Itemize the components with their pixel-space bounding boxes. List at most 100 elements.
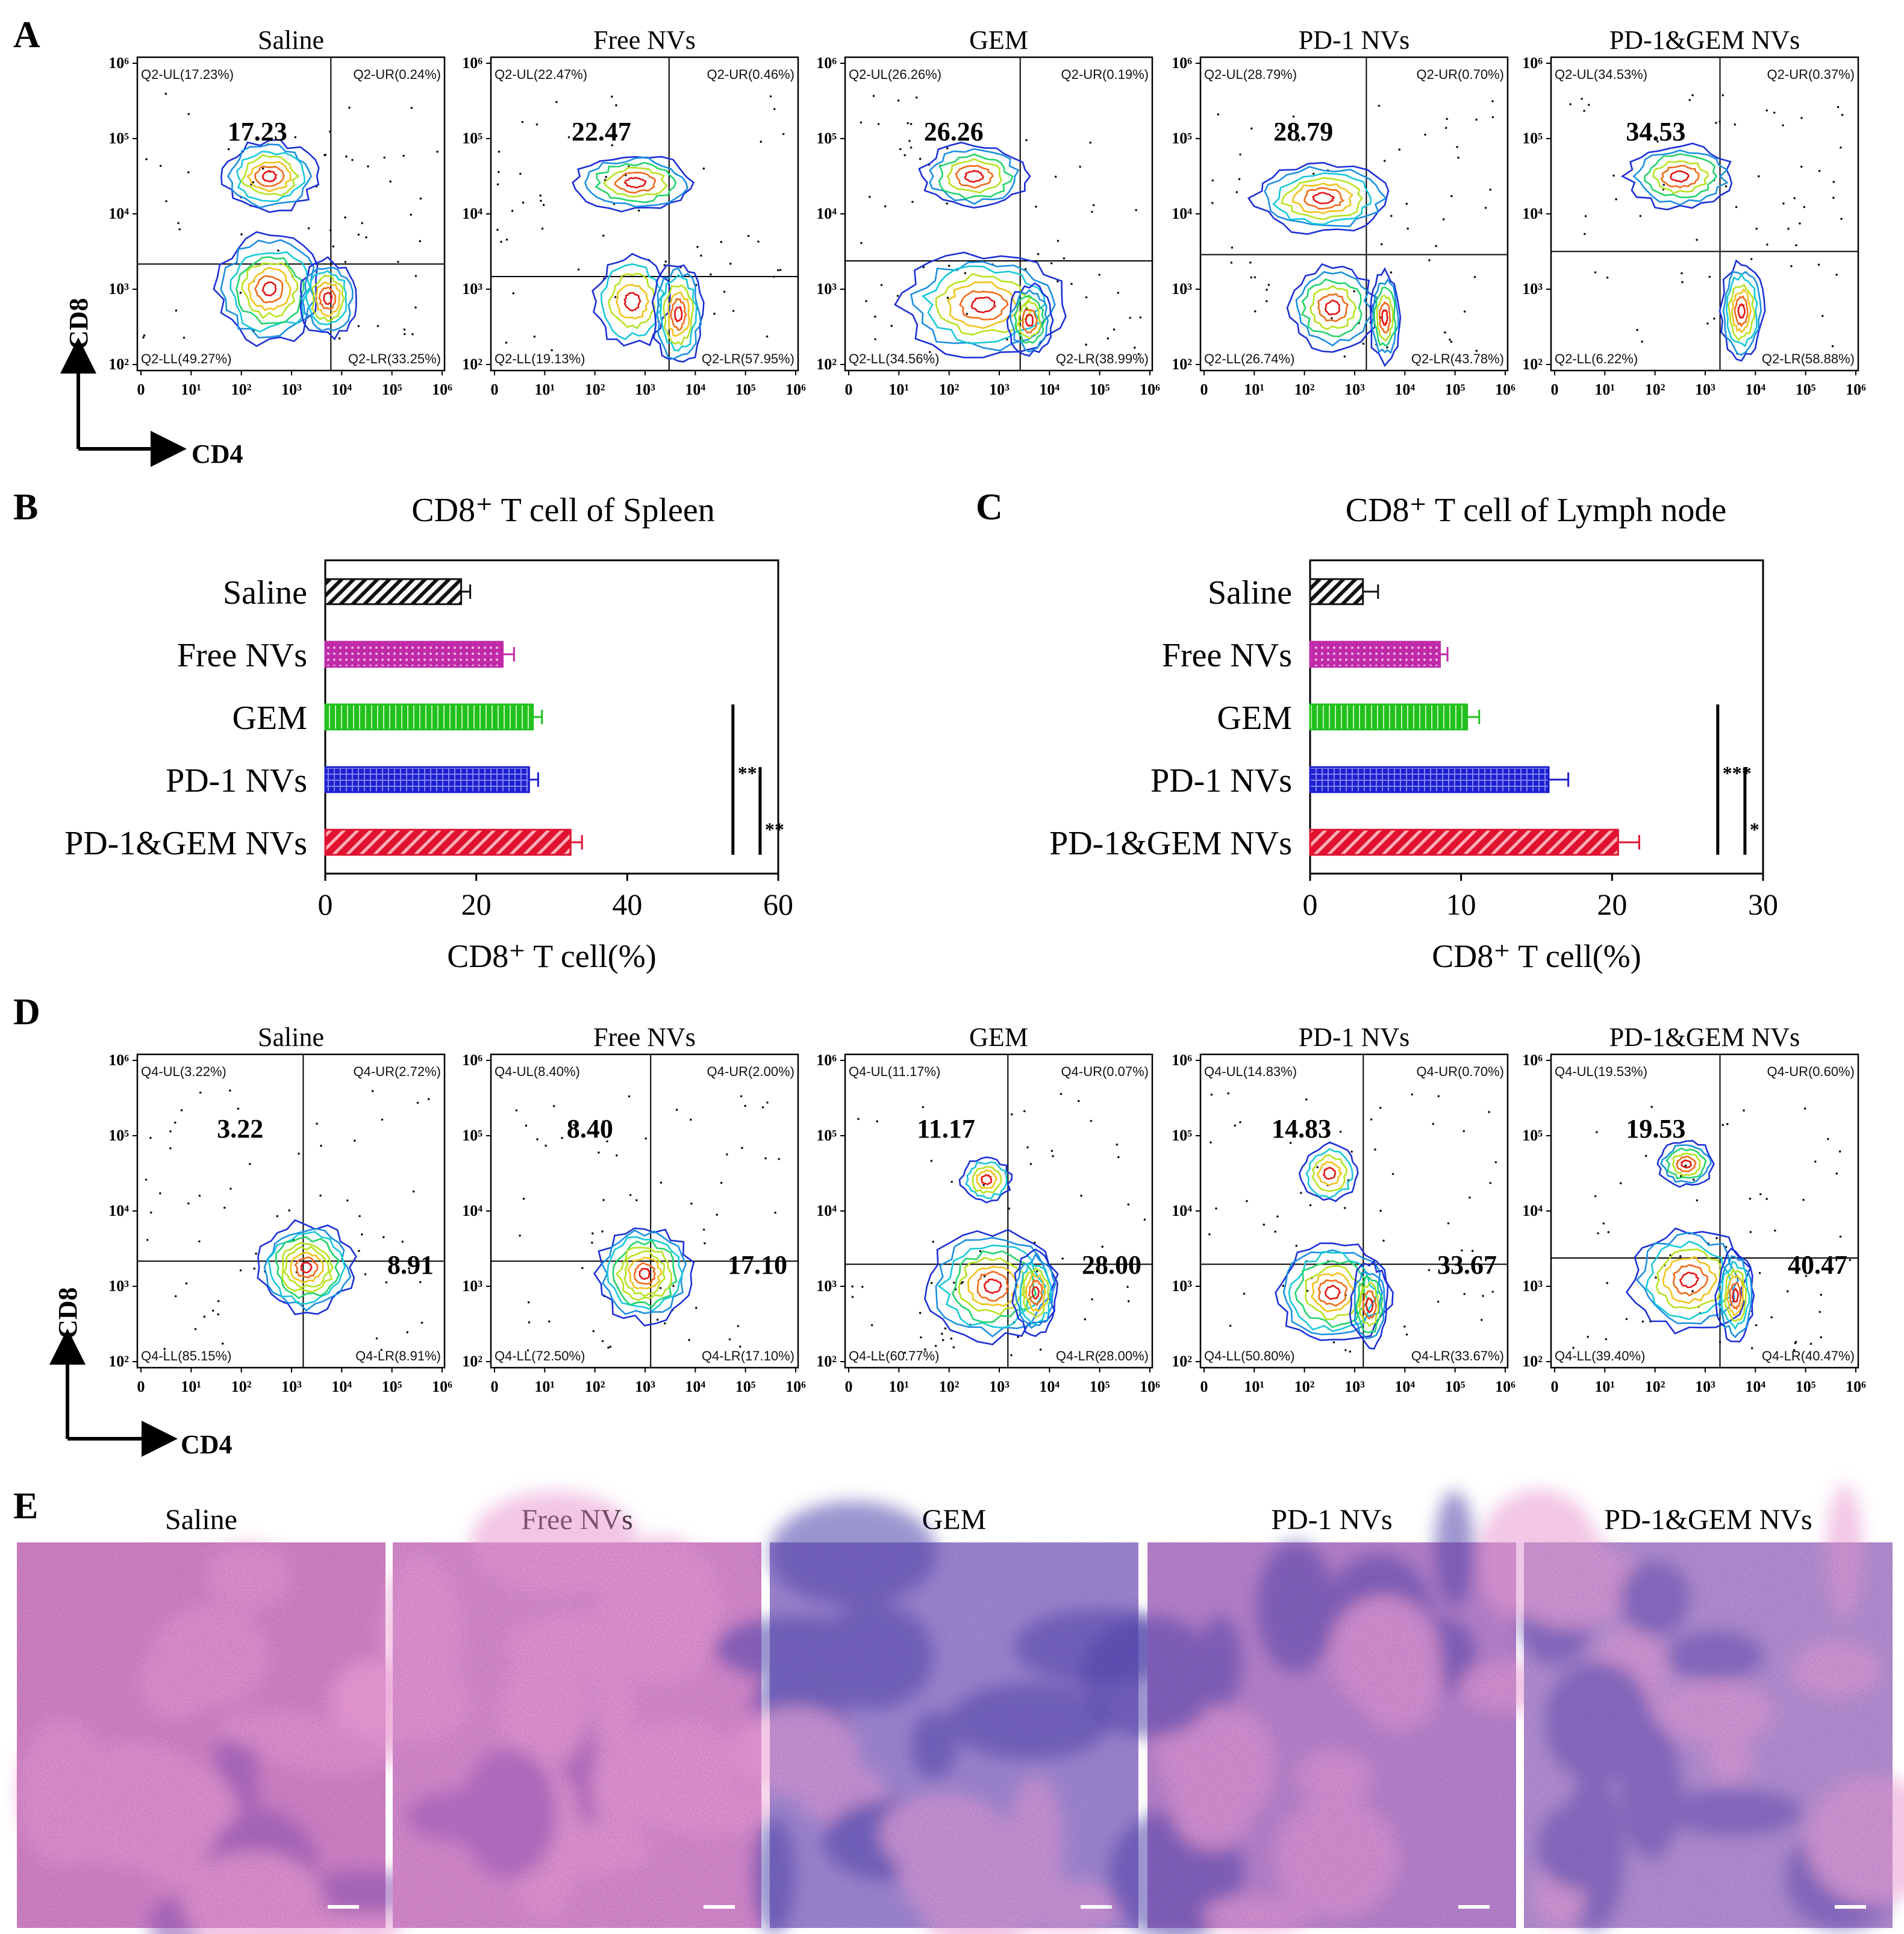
flow_lymph-event-dot (1349, 1350, 1352, 1353)
flow_spleen-contour (1300, 278, 1362, 337)
flow_lymph-event-dot (198, 1194, 201, 1197)
flow_spleen-event-dot (1569, 103, 1572, 105)
flow_spleen-y-tick-label: 10⁶ (462, 54, 482, 72)
flow_lymph-contour (1322, 1166, 1337, 1180)
flow_lymph-event-dot (519, 1235, 521, 1237)
flow_lymph-event-dot (1494, 1161, 1497, 1163)
flow_lymph-contour (1732, 1287, 1740, 1303)
flow_lymph-event-dot (616, 1154, 618, 1157)
flow_lymph-event-dot (930, 1160, 933, 1162)
flow_lymph-event-dot (194, 1328, 197, 1330)
flow_spleen-event-dot (1085, 343, 1087, 346)
flow_lymph-y-tick-label: 10³ (1172, 1277, 1192, 1295)
flow_spleen-event-dot (1139, 316, 1142, 319)
flow_lymph-event-dot (778, 1157, 780, 1160)
scale-bar (1835, 1905, 1866, 1909)
flow_spleen-event-dot (1117, 292, 1120, 294)
flow_spleen-contour (261, 281, 277, 296)
flow_lymph-event-dot (635, 1199, 638, 1201)
flow_lymph-event-dot (1305, 1098, 1308, 1101)
flow_spleen-event-dot (361, 222, 363, 225)
flow_spleen-contour (220, 239, 316, 339)
flow_lymph-event-dot (952, 1346, 955, 1348)
flow_spleen-event-dot (1475, 349, 1478, 352)
flow_lymph-event-dot (659, 1287, 662, 1289)
flow_lymph-event-dot (527, 1301, 530, 1304)
flow_spleen-event-dot (1249, 261, 1252, 264)
flow_lymph-event-dot (924, 1348, 926, 1351)
x-tick-label: 20 (461, 887, 492, 921)
flow_lymph-event-dot (528, 1321, 531, 1324)
flow_spleen-event-dot (928, 351, 931, 354)
flow_lymph-y-tick-label: 10⁵ (816, 1127, 837, 1144)
flow_lymph-event-dot (1619, 1182, 1622, 1184)
flow_spleen-y-tick-label: 10⁶ (1172, 54, 1192, 72)
flow_spleen-contour (946, 158, 1002, 194)
flow_lymph-event-dot (145, 1178, 148, 1181)
flow_lymph-event-dot (1802, 1198, 1805, 1201)
flow_spleen-contour (964, 169, 984, 183)
significance-label: * (1750, 819, 1759, 840)
flow_spleen-event-dot (904, 154, 906, 157)
flow_lymph-event-dot (1227, 1092, 1229, 1095)
flow_spleen-event-dot (1050, 262, 1053, 264)
flow_spleen-event-dot (522, 201, 525, 204)
flow_lymph-event-dot (371, 1090, 374, 1092)
flow_spleen-event-dot (1641, 340, 1643, 343)
flow_spleen-y-tick-label: 10⁴ (816, 205, 837, 222)
panel-label-c: C (976, 487, 1003, 528)
flow_lymph-event-dot (1718, 1341, 1721, 1344)
flow_spleen-y-tick-label: 10⁴ (462, 205, 482, 222)
flow_lymph-x-tick-label: 10⁴ (331, 1378, 352, 1395)
flow_spleen-event-dot (1267, 284, 1270, 286)
flow_spleen-event-dot (1092, 204, 1095, 207)
flow_lymph-contour (633, 1262, 657, 1285)
flow_spleen-event-dot (860, 121, 863, 124)
flow_spleen-event-dot (1250, 276, 1253, 279)
flow_spleen-event-dot (884, 205, 887, 208)
flow_lymph-event-dot (919, 1312, 922, 1314)
flow_spleen-event-dot (1211, 179, 1214, 182)
flow_lymph-event-dot (420, 1321, 423, 1324)
flow_lymph-event-dot (1276, 1215, 1279, 1218)
flow_spleen-quadrant-ul: Q2-UL(17.23%) (141, 67, 234, 82)
flow_lymph-y-tick-label: 10⁴ (1172, 1202, 1192, 1219)
flow_lymph-plot-1: Free NVs Q4-UL(8.40%) Q4-UR(2.00%) Q4-LL(72… (462, 1022, 806, 1395)
flow_spleen-y-tick-label: 10⁵ (1172, 130, 1192, 147)
flow_lymph-event-dot (552, 1105, 555, 1107)
flow_spleen-contour (970, 296, 996, 313)
flow_lymph-event-dot (1803, 1107, 1806, 1110)
flow_lymph-y-tick-label: 10⁴ (462, 1202, 482, 1219)
flow_spleen-contour (935, 273, 1032, 336)
nuclei-texture (17, 1542, 385, 1928)
flow_spleen-contour (1018, 300, 1042, 340)
flow_lymph-event-dot (934, 1345, 937, 1347)
flow_lymph-event-dot (1480, 1319, 1483, 1321)
flow_lymph-event-dot (1428, 1269, 1431, 1271)
flow_spleen-contour (1291, 183, 1353, 214)
flow_spleen-quadrant-ur: Q2-UR(0.37%) (1767, 67, 1855, 82)
flow_spleen-event-dot (610, 95, 613, 98)
flow_lymph-event-dot (870, 1324, 873, 1327)
flow_spleen-x-tick-label: 10⁶ (1140, 381, 1160, 398)
lymph-flow-row: Saline Q4-UL(3.22%) Q4-UR(2.72%) Q4-LL(85.1… (108, 1022, 1866, 1395)
flow_spleen-contour (670, 298, 687, 331)
flow_lymph-contour (1310, 1272, 1354, 1313)
flow_lymph-event-dot (1605, 1338, 1608, 1341)
flow_lymph-event-dot (1759, 1193, 1762, 1195)
flow_spleen-event-dot (907, 122, 910, 125)
flow_spleen-event-dot (947, 264, 950, 268)
flow_lymph-event-dot (982, 1184, 985, 1186)
flow_lymph-event-dot (591, 1241, 593, 1244)
flow_lymph-event-dot (1679, 1255, 1682, 1257)
flow_lymph-plot-0: Saline Q4-UL(3.22%) Q4-UR(2.72%) Q4-LL(85.1… (108, 1022, 452, 1395)
flow_lymph-event-dot (1587, 1336, 1589, 1338)
flow_lymph-lr-percent: 17.10 (728, 1250, 787, 1280)
flow_lymph-event-dot (601, 1230, 604, 1233)
flow_spleen-x-tick-label: 0 (1551, 381, 1559, 398)
flow_spleen-event-dot (1362, 342, 1365, 345)
flow_lymph-event-dot (1641, 1320, 1644, 1323)
flow_lymph-y-tick-label: 10² (816, 1353, 837, 1370)
flow_lymph-event-dot (1447, 1222, 1450, 1225)
flow_spleen-event-dot (551, 349, 553, 352)
